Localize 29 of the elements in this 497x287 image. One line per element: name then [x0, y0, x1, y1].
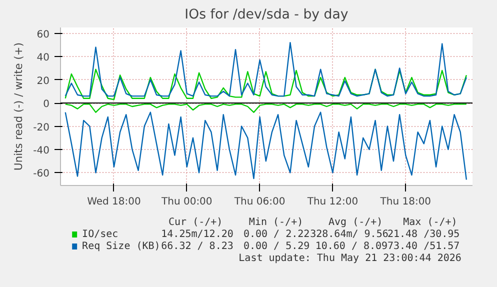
x-tick-label: Thu 00:00: [160, 196, 212, 208]
y-tick-label: -20: [33, 122, 50, 134]
x-tick-label: Wed 18:00: [87, 196, 141, 208]
text: Last update: Thu May 21 23:00:44 2026: [238, 253, 462, 264]
y-tick-label: 0: [43, 99, 50, 110]
text: 66.32 / 8.23: [161, 241, 234, 252]
y-tick-label: -60: [33, 168, 50, 180]
text: 10.60 / 8.09: [315, 241, 388, 252]
y-axis-title: Units read (-) / write (+): [12, 42, 26, 170]
text: Min (-/+): [248, 217, 304, 228]
legend-label: IO/sec: [82, 229, 118, 240]
text: Cur (-/+): [168, 217, 223, 228]
text: Avg (-/+): [328, 217, 383, 228]
text: 0.00 / 2.22: [243, 229, 310, 240]
y-tick-label: -40: [33, 145, 50, 156]
y-tick-label: 40: [36, 52, 50, 64]
text: 14.25m/12.20: [161, 229, 234, 240]
chart-title: IOs for /dev/sda - by day: [184, 8, 348, 22]
y-tick-label: 20: [36, 76, 50, 87]
text: 328.64m/ 9.56: [310, 229, 388, 240]
text: 21.48 /30.95: [387, 229, 460, 240]
legend-label: Req Size (KB): [82, 241, 160, 252]
text: 73.40 /51.57: [387, 241, 460, 252]
y-tick-label: 60: [36, 29, 50, 40]
text: 0.00 / 5.29: [243, 241, 310, 252]
text: Max (-/+): [403, 217, 458, 228]
x-tick-label: Thu 06:00: [233, 196, 286, 208]
x-tick-label: Thu 12:00: [306, 196, 358, 208]
x-tick-label: Thu 18:00: [379, 196, 432, 208]
